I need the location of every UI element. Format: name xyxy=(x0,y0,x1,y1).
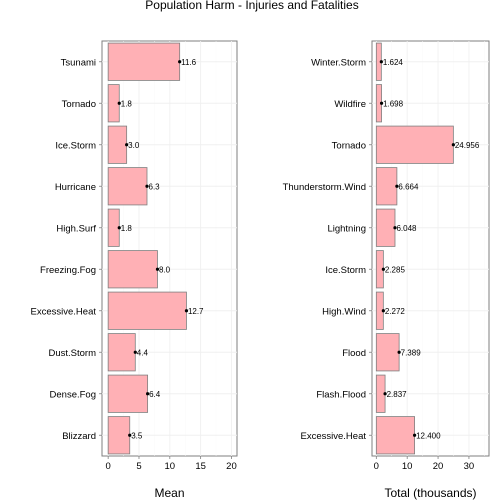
category-label: Flash.Flood xyxy=(316,389,366,400)
data-label: 3.5 xyxy=(131,431,143,440)
x-axis-title: Total (thousands) xyxy=(384,486,476,500)
bar-end-point xyxy=(155,267,160,271)
category-label: Tornado xyxy=(62,99,96,110)
bar-end-point xyxy=(145,184,149,188)
data-label: 1.8 xyxy=(121,99,133,108)
right-panel-total: 1.624 Winter.Storm 1.698 Wildfire 24.956 Torn… xyxy=(283,40,490,500)
data-label: 8.0 xyxy=(159,265,171,274)
bar xyxy=(107,250,158,289)
data-label: 6.048 xyxy=(396,224,417,233)
x-tick-label: 20 xyxy=(226,461,237,472)
data-label: 3.0 xyxy=(128,141,140,150)
data-label: 2.272 xyxy=(385,307,406,316)
bar xyxy=(375,333,400,372)
bar-end-point xyxy=(184,309,189,313)
bar-end-point xyxy=(146,392,150,396)
category-label: Ice.Storm xyxy=(325,265,366,276)
bar-end-point xyxy=(381,267,385,271)
x-tick-label: 15 xyxy=(195,461,206,472)
bar xyxy=(107,167,148,206)
data-label: 2.285 xyxy=(385,265,406,274)
data-label: 6.664 xyxy=(398,182,419,191)
bar-end-point xyxy=(117,226,121,230)
category-label: Lightning xyxy=(327,223,366,234)
bar-end-point xyxy=(379,60,383,64)
bar-end-point xyxy=(383,392,387,396)
category-label: Dense.Fog xyxy=(50,389,96,400)
category-label: Tornado xyxy=(332,140,366,151)
bar-end-point xyxy=(128,433,132,437)
x-tick-label: 20 xyxy=(433,461,444,472)
bar xyxy=(375,208,396,247)
category-label: High.Wind xyxy=(322,306,366,317)
x-tick-label: 10 xyxy=(165,461,176,472)
category-label: High.Surf xyxy=(56,223,96,234)
panel-background xyxy=(371,40,490,457)
x-tick-label: 30 xyxy=(464,461,475,472)
x-tick-label: 5 xyxy=(136,461,141,472)
category-label: Excessive.Heat xyxy=(31,306,97,317)
x-tick-label: 0 xyxy=(106,461,111,472)
data-label: 11.6 xyxy=(181,58,197,67)
bar-end-point xyxy=(125,143,129,147)
bar xyxy=(107,42,181,81)
bar-end-point xyxy=(133,350,137,354)
data-label: 12.7 xyxy=(188,307,204,316)
bar xyxy=(107,208,120,247)
category-label: Freezing.Fog xyxy=(40,265,96,276)
bar xyxy=(375,416,416,455)
bar xyxy=(107,291,187,330)
category-label: Tsunami xyxy=(61,57,96,68)
bar-end-point xyxy=(397,350,401,354)
bar xyxy=(375,167,398,206)
category-label: Excessive.Heat xyxy=(301,431,367,442)
bar-end-point xyxy=(451,143,455,147)
category-label: Ice.Storm xyxy=(55,140,96,151)
data-label: 7.389 xyxy=(401,348,422,357)
data-label: 1.8 xyxy=(121,224,133,233)
bar-end-point xyxy=(393,226,397,230)
bar-end-point xyxy=(413,433,417,437)
bar xyxy=(107,416,131,455)
category-label: Wildfire xyxy=(334,99,366,110)
category-label: Thunderstorm.Wind xyxy=(283,182,366,193)
x-tick-label: 0 xyxy=(374,461,379,472)
bar-end-point xyxy=(178,60,182,64)
bar xyxy=(107,333,136,372)
bar xyxy=(107,125,128,164)
bar-end-point xyxy=(395,184,399,188)
data-label: 1.624 xyxy=(383,58,404,67)
data-label: 1.698 xyxy=(383,99,404,108)
data-label: 2.837 xyxy=(387,390,408,399)
category-label: Hurricane xyxy=(55,182,96,193)
chart-title: Population Harm - Injuries and Fatalitie… xyxy=(145,0,358,12)
bar xyxy=(107,374,149,413)
bar-end-point xyxy=(379,101,384,105)
data-label: 24.956 xyxy=(455,141,480,150)
bar xyxy=(375,125,454,164)
bar xyxy=(107,84,120,123)
x-axis-title: Mean xyxy=(154,486,184,500)
bar-end-point xyxy=(117,101,121,105)
category-label: Dust.Storm xyxy=(48,348,96,359)
x-tick-label: 10 xyxy=(402,461,413,472)
category-label: Winter.Storm xyxy=(311,57,366,68)
category-label: Blizzard xyxy=(62,431,96,442)
category-label: Flood xyxy=(342,348,366,359)
data-label: 6.3 xyxy=(149,182,161,191)
data-label: 6.4 xyxy=(149,390,161,399)
bar-end-point xyxy=(381,309,385,313)
left-panel-mean: 11.6 Tsunami 1.8 Tornado 3.0 Ice.Storm 6.3 Hurr… xyxy=(31,40,238,500)
data-label: 4.4 xyxy=(137,348,149,357)
data-label: 12.400 xyxy=(416,431,441,440)
